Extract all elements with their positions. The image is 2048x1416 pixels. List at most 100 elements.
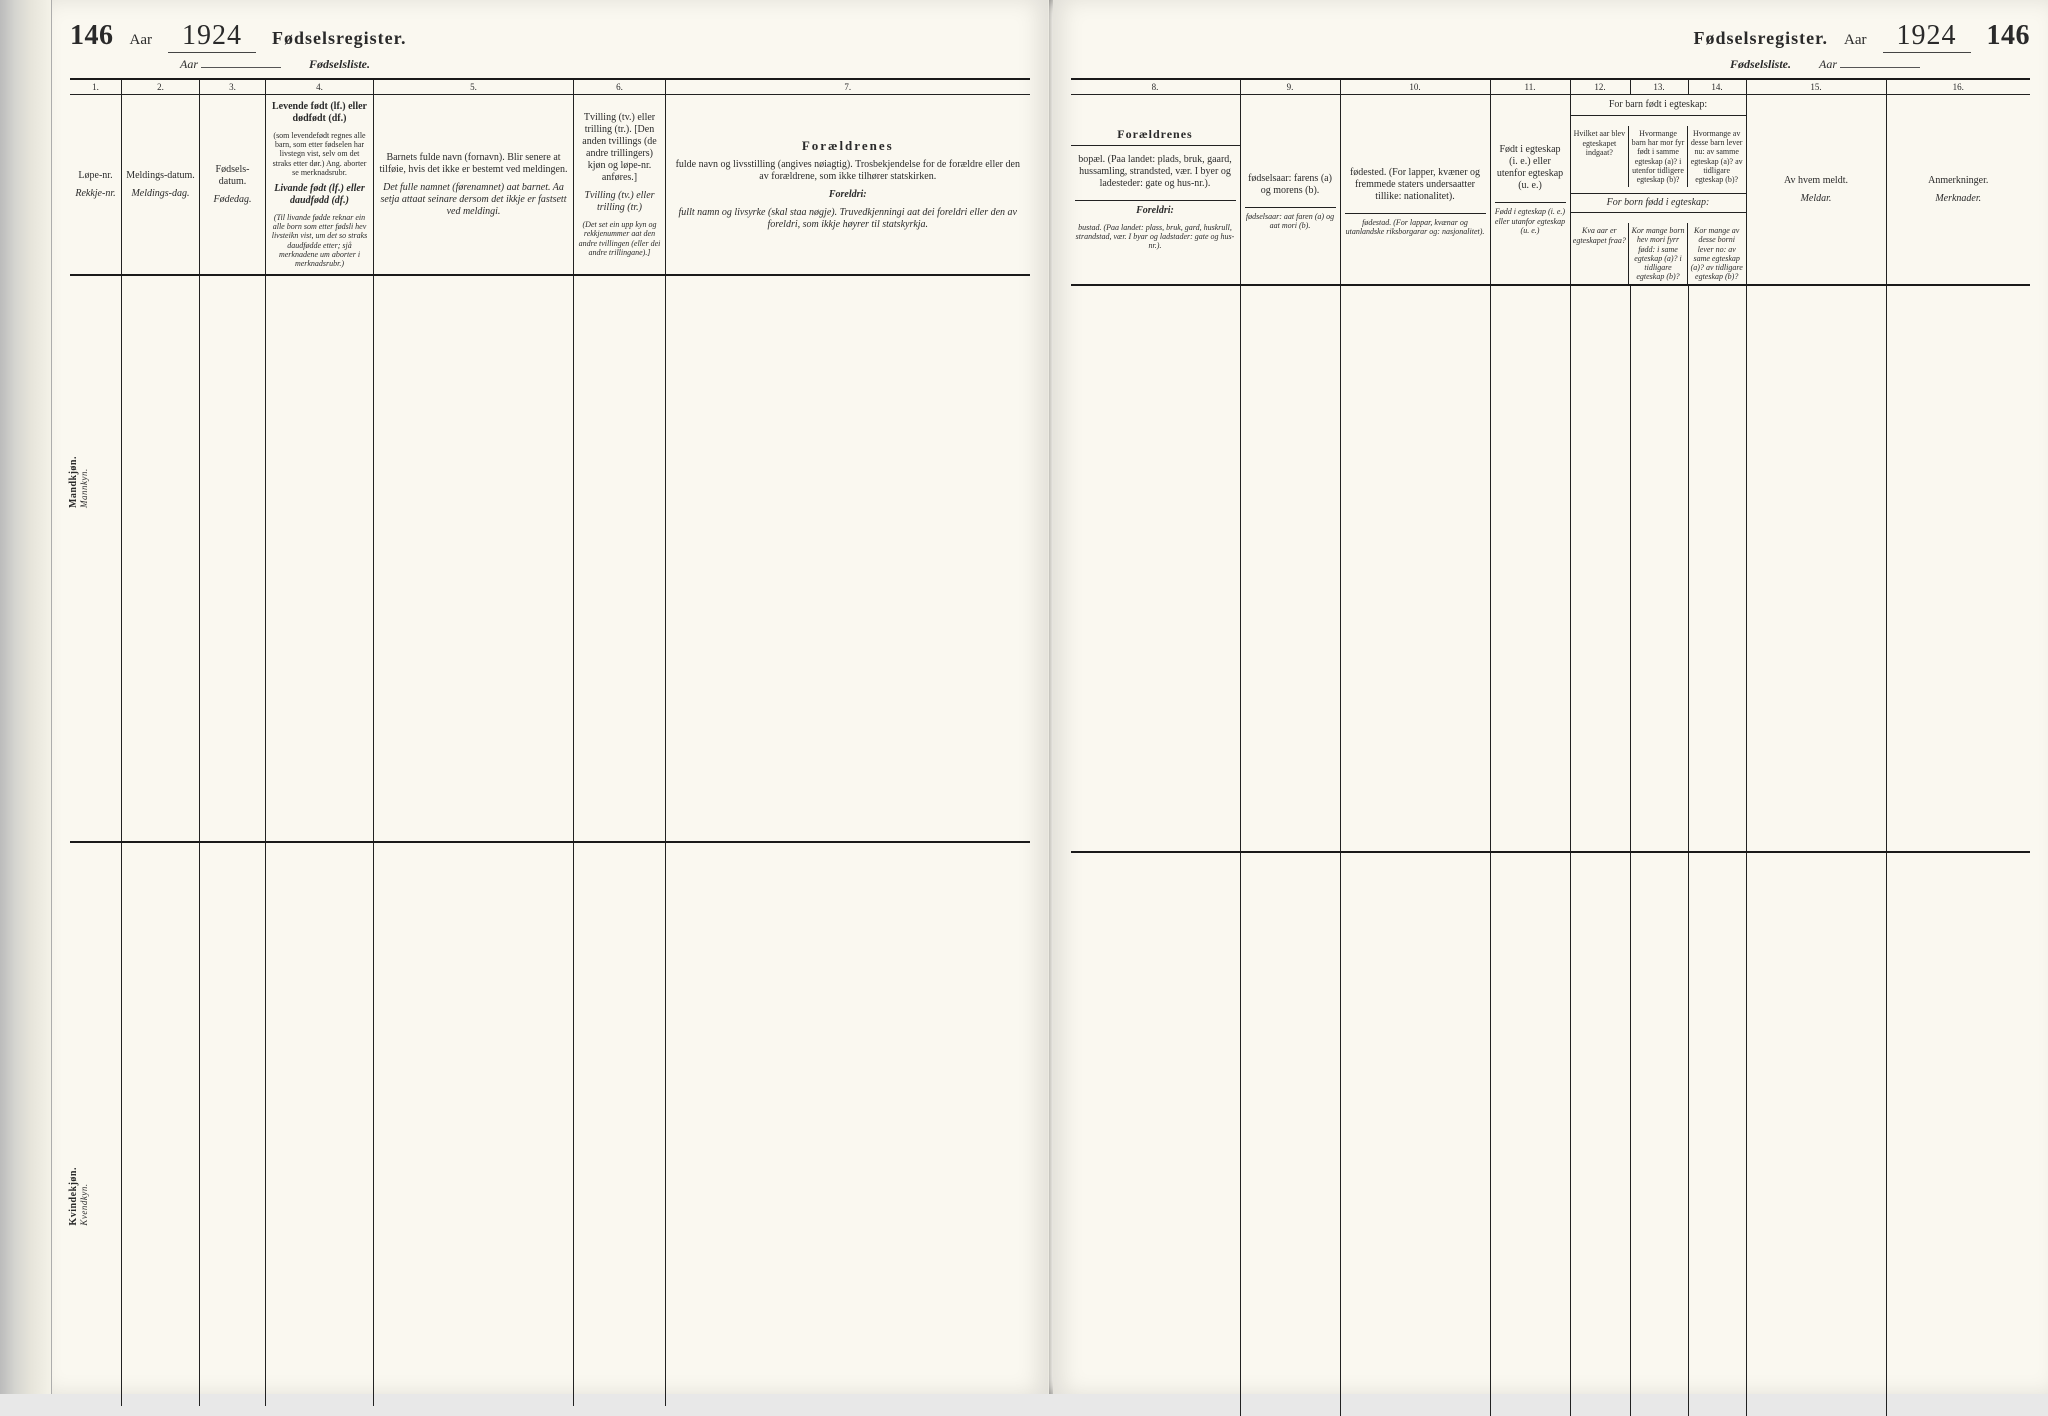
colnum-13: 13. <box>1631 80 1689 94</box>
subtitle-bar-right: Fødselsliste. Aar <box>1071 57 1921 72</box>
hdr-c10-a: fødested. (For lapper, kvæner og fremmed… <box>1345 167 1486 203</box>
grp-title: For barn født i egteskap: <box>1571 95 1746 116</box>
register-title-r: Fødselsregister. <box>1694 28 1829 49</box>
colnum-10: 10. <box>1341 80 1491 94</box>
hdr-c11: Født i egteskap (i. e.) eller utenfor eg… <box>1491 95 1571 284</box>
column-numbers-left: 1. 2. 3. 4. 5. 6. 7. <box>70 80 1030 95</box>
register-title: Fødselsregister. <box>272 28 407 49</box>
hdr-c13-a: Hvormange barn har mor fyr født i samme … <box>1629 126 1688 187</box>
colnum-6: 6. <box>574 80 666 94</box>
hdr-c1: Løpe-nr. Rekkje-nr. <box>70 95 122 274</box>
hdr-c6: Tvilling (tv.) eller trilling (tr.). [De… <box>574 95 666 274</box>
mid-rule-right <box>1071 851 2031 853</box>
hdr-c10-b: fødestad. (For lappar, kvænar og utanlan… <box>1345 213 1486 236</box>
year-handwritten: 1924 <box>168 20 256 53</box>
hdr-c4-b-tiny: (Til livande fødde reknar ein alle born … <box>270 213 369 268</box>
colnum-12: 12. <box>1571 80 1631 94</box>
blank-line-r <box>1840 67 1920 68</box>
side-label-female-nn: Kvendkyn. <box>79 1167 89 1226</box>
hdr-group-12-14: For barn født i egteskap: Hvilket aar bl… <box>1571 95 1747 284</box>
hdr-c6-b: Tvilling (tv.) eller trilling (tr.) <box>578 190 661 214</box>
hdr-c3-a: Fødsels-datum. <box>204 164 261 188</box>
hdr-c4-a: Levende født (lf.) eller dødfødt (df.) <box>270 101 369 125</box>
blank-line <box>201 67 281 68</box>
colnum-5: 5. <box>374 80 574 94</box>
ledger-body-left: Mandkjøn. Mannkyn. Kvindekjøn. Kvendkyn. <box>70 276 1030 1406</box>
hdr-c6-b-tiny: (Det set ein upp kyn og rekkjenummer aat… <box>578 220 661 257</box>
side-label-female-bm: Kvindekjøn. <box>68 1167 79 1226</box>
hdr-c4-a-tiny: (som levendefødt regnes alle barn, som e… <box>270 131 369 177</box>
hdr-c7-title: Forældrenes <box>670 138 1026 154</box>
hdr-c2-a: Meldings-datum. <box>126 170 195 182</box>
hdr-c1-b: Rekkje-nr. <box>74 188 117 200</box>
hdr-c8-a: bopæl. (Paa landet: plads, bruk, gaard, … <box>1075 154 1236 190</box>
ledger-book: 146 Aar 1924 Fødselsregister. Aar Fødsel… <box>0 0 2048 1394</box>
hdr-c4: Levende født (lf.) eller dødfødt (df.) (… <box>266 95 374 274</box>
side-label-female: Kvindekjøn. Kvendkyn. <box>68 1167 89 1226</box>
hdr-c11-b: Fødd i egteskap (i. e.) eller utanfor eg… <box>1495 202 1566 235</box>
hdr-c14-a: Hvormange av desse barn lever nu: av sam… <box>1688 126 1746 187</box>
page-left: 146 Aar 1924 Fødselsregister. Aar Fødsel… <box>52 0 1049 1394</box>
hdr-c12-a: Hvilket aar blev egteskapet indgaat? <box>1571 126 1630 187</box>
header-row-right: Forældrenes bopæl. (Paa landet: plads, b… <box>1071 95 2031 286</box>
sub-list-label: Fødselsliste. <box>309 57 370 72</box>
side-label-male-bm: Mandkjøn. <box>68 456 79 508</box>
mid-rule-left <box>70 841 1030 843</box>
colnum-9: 9. <box>1241 80 1341 94</box>
title-bar-right: Fødselsregister. Aar 1924 146 <box>1071 20 2031 55</box>
hdr-c5-a: Barnets fulde navn (fornavn). Blir sener… <box>378 152 569 176</box>
colnum-2: 2. <box>122 80 200 94</box>
colnum-1: 1. <box>70 80 122 94</box>
hdr-c9-b: fødselsaar: aat faren (a) og aat mori (b… <box>1245 207 1336 230</box>
hdr-c15-a: Av hvem meldt. <box>1751 175 1882 187</box>
header-row-left: Løpe-nr. Rekkje-nr. Meldings-datum. Meld… <box>70 95 1030 276</box>
binding-edge <box>0 0 52 1394</box>
page-number-right: 146 <box>1987 20 2031 52</box>
hdr-c2: Meldings-datum. Meldings-dag. <box>122 95 200 274</box>
hdr-c16-b: Merknader. <box>1891 193 2027 205</box>
side-label-male: Mandkjøn. Mannkyn. <box>68 456 89 508</box>
hdr-c15: Av hvem meldt. Meldar. <box>1747 95 1887 284</box>
page-right: Fødselsregister. Aar 1924 146 Fødselslis… <box>1053 0 2048 1394</box>
hdr-c2-b: Meldings-dag. <box>126 188 195 200</box>
hdr-c4-b: Livande født (lf.) eller daudfødd (df.) <box>270 183 369 207</box>
foreldri-label: Foreldri: <box>1075 200 1236 217</box>
hdr-c16: Anmerkninger. Merknader. <box>1887 95 2031 284</box>
hdr-c3: Fødsels-datum. Fødedag. <box>200 95 266 274</box>
column-numbers-right: 8. 9. 10. 11. 12. 13. 14. 15. 16. <box>1071 80 2031 95</box>
hdr-c12-b: Kva aar er egteskapet fraa? <box>1571 223 1630 284</box>
grp-title-b: For born fødd i egteskap: <box>1571 193 1746 213</box>
hdr-c10: fødested. (For lapper, kvæner og fremmed… <box>1341 95 1491 284</box>
hdr-c7-b: fullt namn og livsyrke (skal staa nøgje)… <box>670 207 1026 231</box>
hdr-c5-b: Det fulle namnet (førenamnet) aat barnet… <box>378 182 569 218</box>
hdr-c3-b: Fødedag. <box>204 194 261 206</box>
hdr-c9: fødselsaar: farens (a) og morens (b). fø… <box>1241 95 1341 284</box>
hdr-c15-b: Meldar. <box>1751 193 1882 205</box>
hdr-c6-a: Tvilling (tv.) eller trilling (tr.). [De… <box>578 112 661 184</box>
year-label: Aar <box>130 32 153 49</box>
span-title-forældrenes: Forældrenes <box>1071 123 1240 146</box>
sub-list-label-r: Fødselsliste. <box>1730 57 1791 72</box>
page-number-left: 146 <box>70 20 114 52</box>
colnum-7: 7. <box>666 80 1030 94</box>
colnum-8: 8. <box>1071 80 1241 94</box>
sub-year-label: Aar <box>180 57 198 71</box>
hdr-c7: Forældrenes fulde navn og livsstilling (… <box>666 95 1030 274</box>
subtitle-bar-left: Aar Fødselsliste. <box>180 57 1030 72</box>
hdr-c13-b: Kor mange born hev mori fyrr fødd: i sam… <box>1629 223 1688 284</box>
hdr-c5: Barnets fulde navn (fornavn). Blir sener… <box>374 95 574 274</box>
hdr-c8: Forældrenes bopæl. (Paa landet: plads, b… <box>1071 95 1241 284</box>
hdr-c7-a: fulde navn og livsstilling (angives nøia… <box>670 159 1026 183</box>
hdr-c7-btitle: Foreldri: <box>670 189 1026 201</box>
hdr-c11-a: Født i egteskap (i. e.) eller utenfor eg… <box>1495 144 1566 192</box>
hdr-c16-a: Anmerkninger. <box>1891 175 2027 187</box>
colnum-16: 16. <box>1887 80 2031 94</box>
colnum-4: 4. <box>266 80 374 94</box>
colnum-15: 15. <box>1747 80 1887 94</box>
ledger-body-right <box>1071 286 2031 1416</box>
title-bar-left: 146 Aar 1924 Fødselsregister. <box>70 20 1030 55</box>
side-label-male-nn: Mannkyn. <box>79 456 89 508</box>
hdr-c9-a: fødselsaar: farens (a) og morens (b). <box>1245 173 1336 197</box>
year-label-r: Aar <box>1844 32 1867 49</box>
hdr-c14-b: Kor mange av desse borni lever no: av sa… <box>1688 223 1746 284</box>
